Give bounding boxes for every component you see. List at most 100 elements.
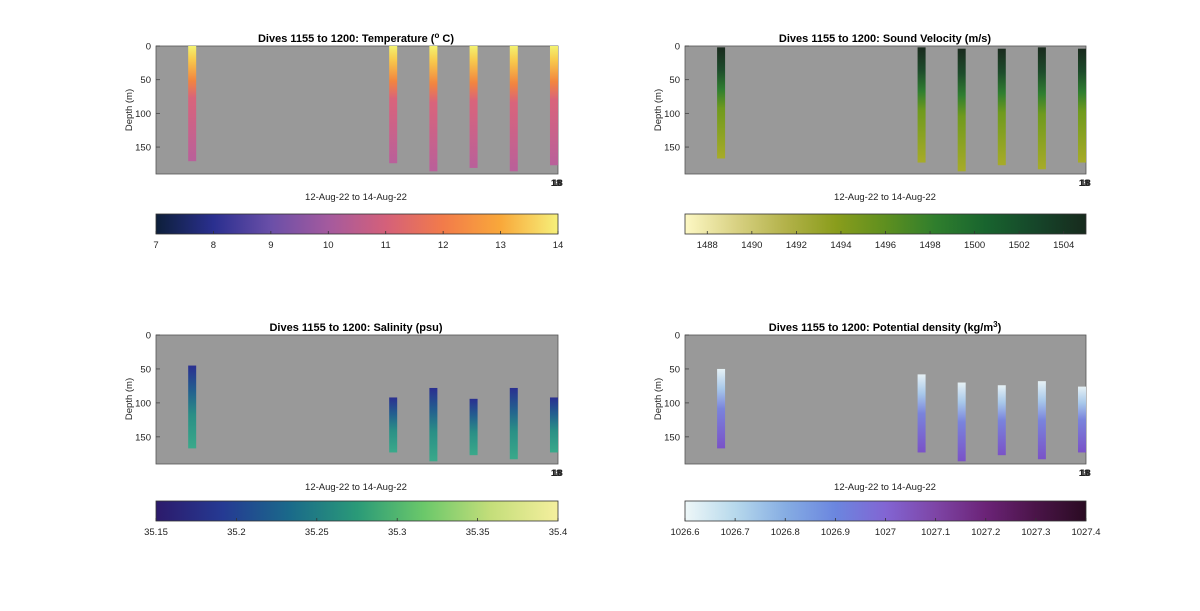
- density-colorbar-label: 1027.2: [971, 527, 1000, 538]
- temperature-colorbar: [155, 213, 559, 235]
- density-ytick-label: 100: [664, 398, 680, 409]
- salinity-xtick-label: 18: [551, 468, 562, 479]
- density-dive-profile-3: [957, 382, 966, 462]
- temperature-panel: Dives 1155 to 1200: Temperature (o C) 12…: [124, 31, 563, 252]
- sound-velocity-colorbar-label: 1488: [697, 240, 718, 251]
- salinity-colorbar-label: 35.35: [466, 527, 490, 538]
- density-colorbar-label: 1026.8: [771, 527, 800, 538]
- salinity-title: Dives 1155 to 1200: Salinity (psu): [269, 322, 442, 334]
- salinity-ytick-label: 50: [140, 364, 151, 375]
- density-ytick-label: 150: [664, 432, 680, 443]
- density-dive-profile-4: [997, 385, 1006, 456]
- density-dive-profile-1: [717, 368, 726, 449]
- density-dive-profile-5: [1037, 381, 1046, 460]
- temperature-dive-profile-5: [509, 46, 518, 172]
- temperature-dive-profile-2: [389, 46, 398, 164]
- density-colorbar-label: 1027.3: [1021, 527, 1050, 538]
- density-ytick-label: 0: [675, 331, 680, 342]
- salinity-dive-profile-4: [469, 398, 478, 456]
- temperature-colorbar-label: 10: [323, 240, 334, 251]
- temperature-ytick-label: 150: [135, 143, 151, 154]
- salinity-ytick-label: 100: [135, 398, 151, 409]
- sound-velocity-dive-profile-1: [717, 47, 726, 159]
- sound-velocity-xtick-label: 18: [1079, 178, 1090, 189]
- salinity-colorbar-label: 35.25: [305, 527, 329, 538]
- salinity-panel: Dives 1155 to 1200: Salinity (psu) 12-Au…: [124, 322, 567, 538]
- temperature-colorbar-label: 8: [211, 240, 216, 251]
- sound-velocity-colorbar-label: 1494: [830, 240, 851, 251]
- salinity-xlabel: 12-Aug-22 to 14-Aug-22: [305, 482, 407, 493]
- density-ytick-label: 50: [669, 364, 680, 375]
- sound-velocity-dive-profile-3: [957, 48, 966, 172]
- sound-velocity-colorbar-label: 1502: [1009, 240, 1030, 251]
- temperature-colorbar-label: 14: [553, 240, 564, 251]
- sound-velocity-colorbar-label: 1498: [919, 240, 940, 251]
- sound-velocity-xlabel: 12-Aug-22 to 14-Aug-22: [834, 192, 936, 203]
- density-colorbar-label: 1026.7: [721, 527, 750, 538]
- sound-velocity-xtick-label: 18: [1080, 178, 1091, 189]
- density-dive-profile-2: [917, 374, 926, 453]
- salinity-dive-profile-5: [509, 387, 518, 460]
- sound-velocity-ytick-label: 0: [675, 42, 680, 53]
- temperature-colorbar-label: 7: [153, 240, 158, 251]
- salinity-ylabel: Depth (m): [124, 378, 135, 420]
- sound-velocity-colorbar-label: 1496: [875, 240, 896, 251]
- temperature-dive-profile-1: [188, 46, 197, 162]
- density-title: Dives 1155 to 1200: Potential density (k…: [769, 320, 1002, 335]
- temperature-colorbar-label: 11: [381, 240, 391, 251]
- temperature-dive-profile-6: [549, 46, 558, 166]
- temperature-colorbar-label: 13: [495, 240, 506, 251]
- salinity-xtick-label: 18: [552, 468, 563, 479]
- density-dive-profile-6: [1077, 386, 1086, 453]
- salinity-ytick-label: 0: [146, 331, 151, 342]
- sound-velocity-colorbar-label: 1500: [964, 240, 985, 251]
- sound-velocity-plot-area: [684, 45, 1087, 175]
- sound-velocity-title: Dives 1155 to 1200: Sound Velocity (m/s): [779, 33, 991, 45]
- density-colorbar-label: 1027.4: [1071, 527, 1100, 538]
- density-colorbar-label: 1027.1: [921, 527, 950, 538]
- sound-velocity-panel: Dives 1155 to 1200: Sound Velocity (m/s)…: [653, 33, 1091, 251]
- density-colorbar-label: 1026.6: [670, 527, 699, 538]
- temperature-xlabel: 12-Aug-22 to 14-Aug-22: [305, 192, 407, 203]
- density-colorbar-label: 1026.9: [821, 527, 850, 538]
- salinity-colorbar-label: 35.4: [549, 527, 568, 538]
- temperature-title: Dives 1155 to 1200: Temperature (o C): [258, 31, 454, 46]
- salinity-colorbar: [155, 500, 559, 522]
- density-plot-area: [684, 334, 1087, 465]
- temperature-dive-profile-4: [469, 46, 478, 168]
- salinity-dive-profile-2: [389, 397, 398, 453]
- temperature-plot-area: [155, 45, 559, 175]
- density-panel: Dives 1155 to 1200: Potential density (k…: [653, 320, 1101, 539]
- sound-velocity-ylabel: Depth (m): [653, 89, 664, 131]
- salinity-colorbar-label: 35.2: [227, 527, 246, 538]
- temperature-colorbar-label: 12: [438, 240, 449, 251]
- salinity-ytick-label: 150: [135, 432, 151, 443]
- sound-velocity-dive-profile-4: [997, 48, 1006, 166]
- sound-velocity-dive-profile-6: [1077, 48, 1086, 163]
- sound-velocity-colorbar-label: 1504: [1053, 240, 1074, 251]
- sound-velocity-ytick-label: 50: [669, 75, 680, 86]
- salinity-colorbar-label: 35.3: [388, 527, 407, 538]
- density-xtick-label: 18: [1080, 468, 1091, 479]
- salinity-dive-profile-6: [549, 397, 558, 453]
- salinity-dive-profile-1: [188, 365, 197, 449]
- density-colorbar-label: 1027: [875, 527, 896, 538]
- temperature-dive-profile-3: [429, 46, 438, 172]
- density-xtick-label: 18: [1079, 468, 1090, 479]
- temperature-colorbar-label: 9: [268, 240, 273, 251]
- sound-velocity-colorbar-label: 1492: [786, 240, 807, 251]
- sound-velocity-dive-profile-5: [1037, 47, 1046, 170]
- temperature-xtick-label: 18: [552, 178, 563, 189]
- temperature-ytick-label: 50: [140, 75, 151, 86]
- sound-velocity-colorbar-label: 1490: [741, 240, 762, 251]
- salinity-dive-profile-3: [429, 387, 438, 462]
- salinity-colorbar-label: 35.15: [144, 527, 168, 538]
- temperature-ytick-label: 0: [146, 42, 151, 53]
- sound-velocity-dive-profile-2: [917, 47, 926, 163]
- density-ylabel: Depth (m): [653, 378, 664, 420]
- sound-velocity-ytick-label: 150: [664, 143, 680, 154]
- temperature-xtick-label: 18: [551, 178, 562, 189]
- density-xlabel: 12-Aug-22 to 14-Aug-22: [834, 482, 936, 493]
- temperature-ytick-label: 100: [135, 109, 151, 120]
